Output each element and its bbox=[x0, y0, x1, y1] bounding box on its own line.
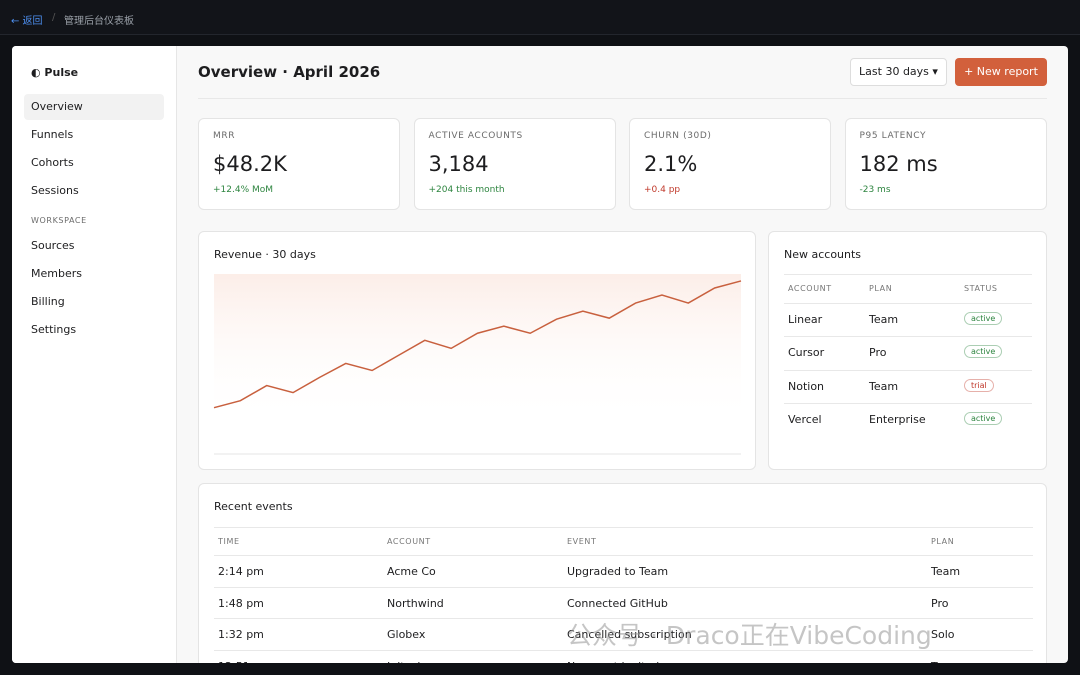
account-name: Cursor bbox=[788, 346, 825, 360]
column-header: ACCOUNT bbox=[387, 537, 431, 546]
column-header: EVENT bbox=[567, 537, 597, 546]
nav-item[interactable]: Sources bbox=[31, 239, 75, 252]
rule bbox=[784, 369, 1032, 371]
recent-events-card: Recent events TIME ACCOUNT EVENT PLAN 2:14 p… bbox=[198, 483, 1047, 663]
plan: Team bbox=[869, 379, 899, 393]
kpi-value: 182 ms bbox=[859, 152, 938, 176]
breadcrumb: 管理后台仪表板 bbox=[64, 16, 134, 27]
rule bbox=[214, 618, 1033, 619]
nav-item[interactable]: Cohorts bbox=[31, 156, 74, 169]
status-badge: trial bbox=[964, 378, 994, 392]
page-title: Overview · April 2026 bbox=[198, 63, 381, 81]
event-cell: Connected GitHub bbox=[567, 596, 668, 610]
event-cell: 1:32 pm bbox=[218, 628, 264, 641]
chart-title: Revenue · 30 days bbox=[214, 248, 316, 261]
nav-item[interactable]: Sessions bbox=[31, 184, 79, 197]
rule bbox=[784, 303, 1032, 304]
chart bbox=[213, 274, 742, 455]
kpi-label: CHURN (30D) bbox=[644, 131, 712, 141]
status-badge: active bbox=[964, 345, 1003, 359]
kpi-value: 3,184 bbox=[428, 152, 489, 176]
event-cell: Team bbox=[931, 660, 960, 664]
kpi-delta: +204 this month bbox=[428, 185, 505, 195]
revenue-card: Revenue · 30 days bbox=[198, 231, 756, 470]
kpi-delta: -23 ms bbox=[859, 185, 891, 195]
status-badge: active bbox=[964, 411, 1003, 425]
rule bbox=[784, 274, 1032, 275]
column-header: TIME bbox=[218, 537, 240, 546]
kpi-card: ACTIVE ACCOUNTS 3,184 +204 this month bbox=[413, 118, 616, 210]
back-link[interactable]: ← 返回 bbox=[11, 16, 43, 27]
nav-item[interactable]: Settings bbox=[31, 323, 77, 336]
account-name: Notion bbox=[788, 379, 825, 393]
watermark: 公众号 · Draco正在VibeCoding bbox=[567, 621, 932, 650]
event-cell: Acme Co bbox=[387, 565, 436, 578]
column-header: ACCOUNT bbox=[788, 284, 832, 293]
app-frame: ◐ Pulse Overview Funnels Cohorts Sessions WO… bbox=[12, 46, 1068, 663]
rule bbox=[784, 402, 1032, 404]
divider bbox=[198, 98, 1047, 99]
column-header: PLAN bbox=[869, 284, 893, 293]
nav-item[interactable]: Members bbox=[31, 267, 82, 280]
card-title: New accounts bbox=[784, 248, 862, 261]
nav-item[interactable]: Billing bbox=[31, 295, 65, 308]
kpi-card: MRR $48.2K +12.4% MoM bbox=[198, 118, 400, 210]
event-cell: Solo bbox=[931, 628, 955, 641]
kpi-card: P95 LATENCY 182 ms -23 ms bbox=[844, 118, 1047, 210]
rule bbox=[214, 649, 1033, 651]
account-name: Vercel bbox=[788, 412, 822, 426]
kpi-value: $48.2K bbox=[213, 152, 287, 176]
chart-background bbox=[214, 274, 741, 424]
event-cell: 1:48 pm bbox=[218, 596, 264, 610]
plan: Pro bbox=[869, 346, 887, 360]
top-bar: ← 返回 / 管理后台仪表板 bbox=[0, 0, 1080, 35]
kpi-label: ACTIVE ACCOUNTS bbox=[428, 131, 523, 141]
revenue-line bbox=[213, 280, 742, 409]
column-header: PLAN bbox=[931, 537, 955, 546]
event-cell: Upgraded to Team bbox=[567, 565, 669, 578]
nav-section: WORKSPACE bbox=[31, 216, 87, 225]
kpi-card: CHURN (30D) 2.1% +0.4 pp bbox=[629, 118, 831, 210]
new-report-button[interactable]: + New report bbox=[955, 58, 1047, 86]
sidebar: ◐ Pulse Overview Funnels Cohorts Sessions WO… bbox=[12, 46, 177, 663]
separator: / bbox=[52, 12, 56, 23]
nav-item[interactable]: Funnels bbox=[31, 128, 74, 141]
rule bbox=[214, 555, 1033, 556]
rule bbox=[214, 527, 1033, 528]
range-select[interactable]: Last 30 days ▾ bbox=[850, 58, 947, 86]
plan: Enterprise bbox=[869, 412, 926, 426]
kpi-delta: +12.4% MoM bbox=[213, 185, 274, 195]
event-cell: Cancelled subscription bbox=[567, 628, 692, 641]
event-cell: Globex bbox=[387, 628, 426, 641]
kpi-value: 2.1% bbox=[644, 152, 698, 176]
event-cell: Initech bbox=[387, 660, 424, 664]
kpi-delta: +0.4 pp bbox=[644, 185, 681, 195]
event-cell: Team bbox=[931, 565, 961, 578]
new-accounts-card: New accounts ACCOUNT PLAN STATUS Linear Team… bbox=[768, 231, 1047, 470]
kpi-label: P95 LATENCY bbox=[859, 131, 927, 141]
account-name: Linear bbox=[788, 313, 823, 326]
status-badge: active bbox=[964, 312, 1003, 325]
rule bbox=[214, 586, 1033, 588]
rule bbox=[784, 336, 1032, 338]
brand: ◐ Pulse bbox=[31, 66, 79, 79]
plan: Team bbox=[869, 313, 899, 326]
event-cell: 2:14 pm bbox=[218, 565, 264, 578]
event-cell: 12:51 pm bbox=[218, 660, 271, 664]
card-title: Recent events bbox=[214, 500, 293, 513]
nav-item[interactable]: Overview bbox=[24, 94, 164, 120]
event-cell: Pro bbox=[931, 596, 949, 610]
column-header: STATUS bbox=[964, 284, 998, 293]
event-cell: Northwind bbox=[387, 596, 444, 610]
kpi-label: MRR bbox=[213, 131, 236, 141]
event-cell: New seat invited bbox=[567, 660, 659, 664]
